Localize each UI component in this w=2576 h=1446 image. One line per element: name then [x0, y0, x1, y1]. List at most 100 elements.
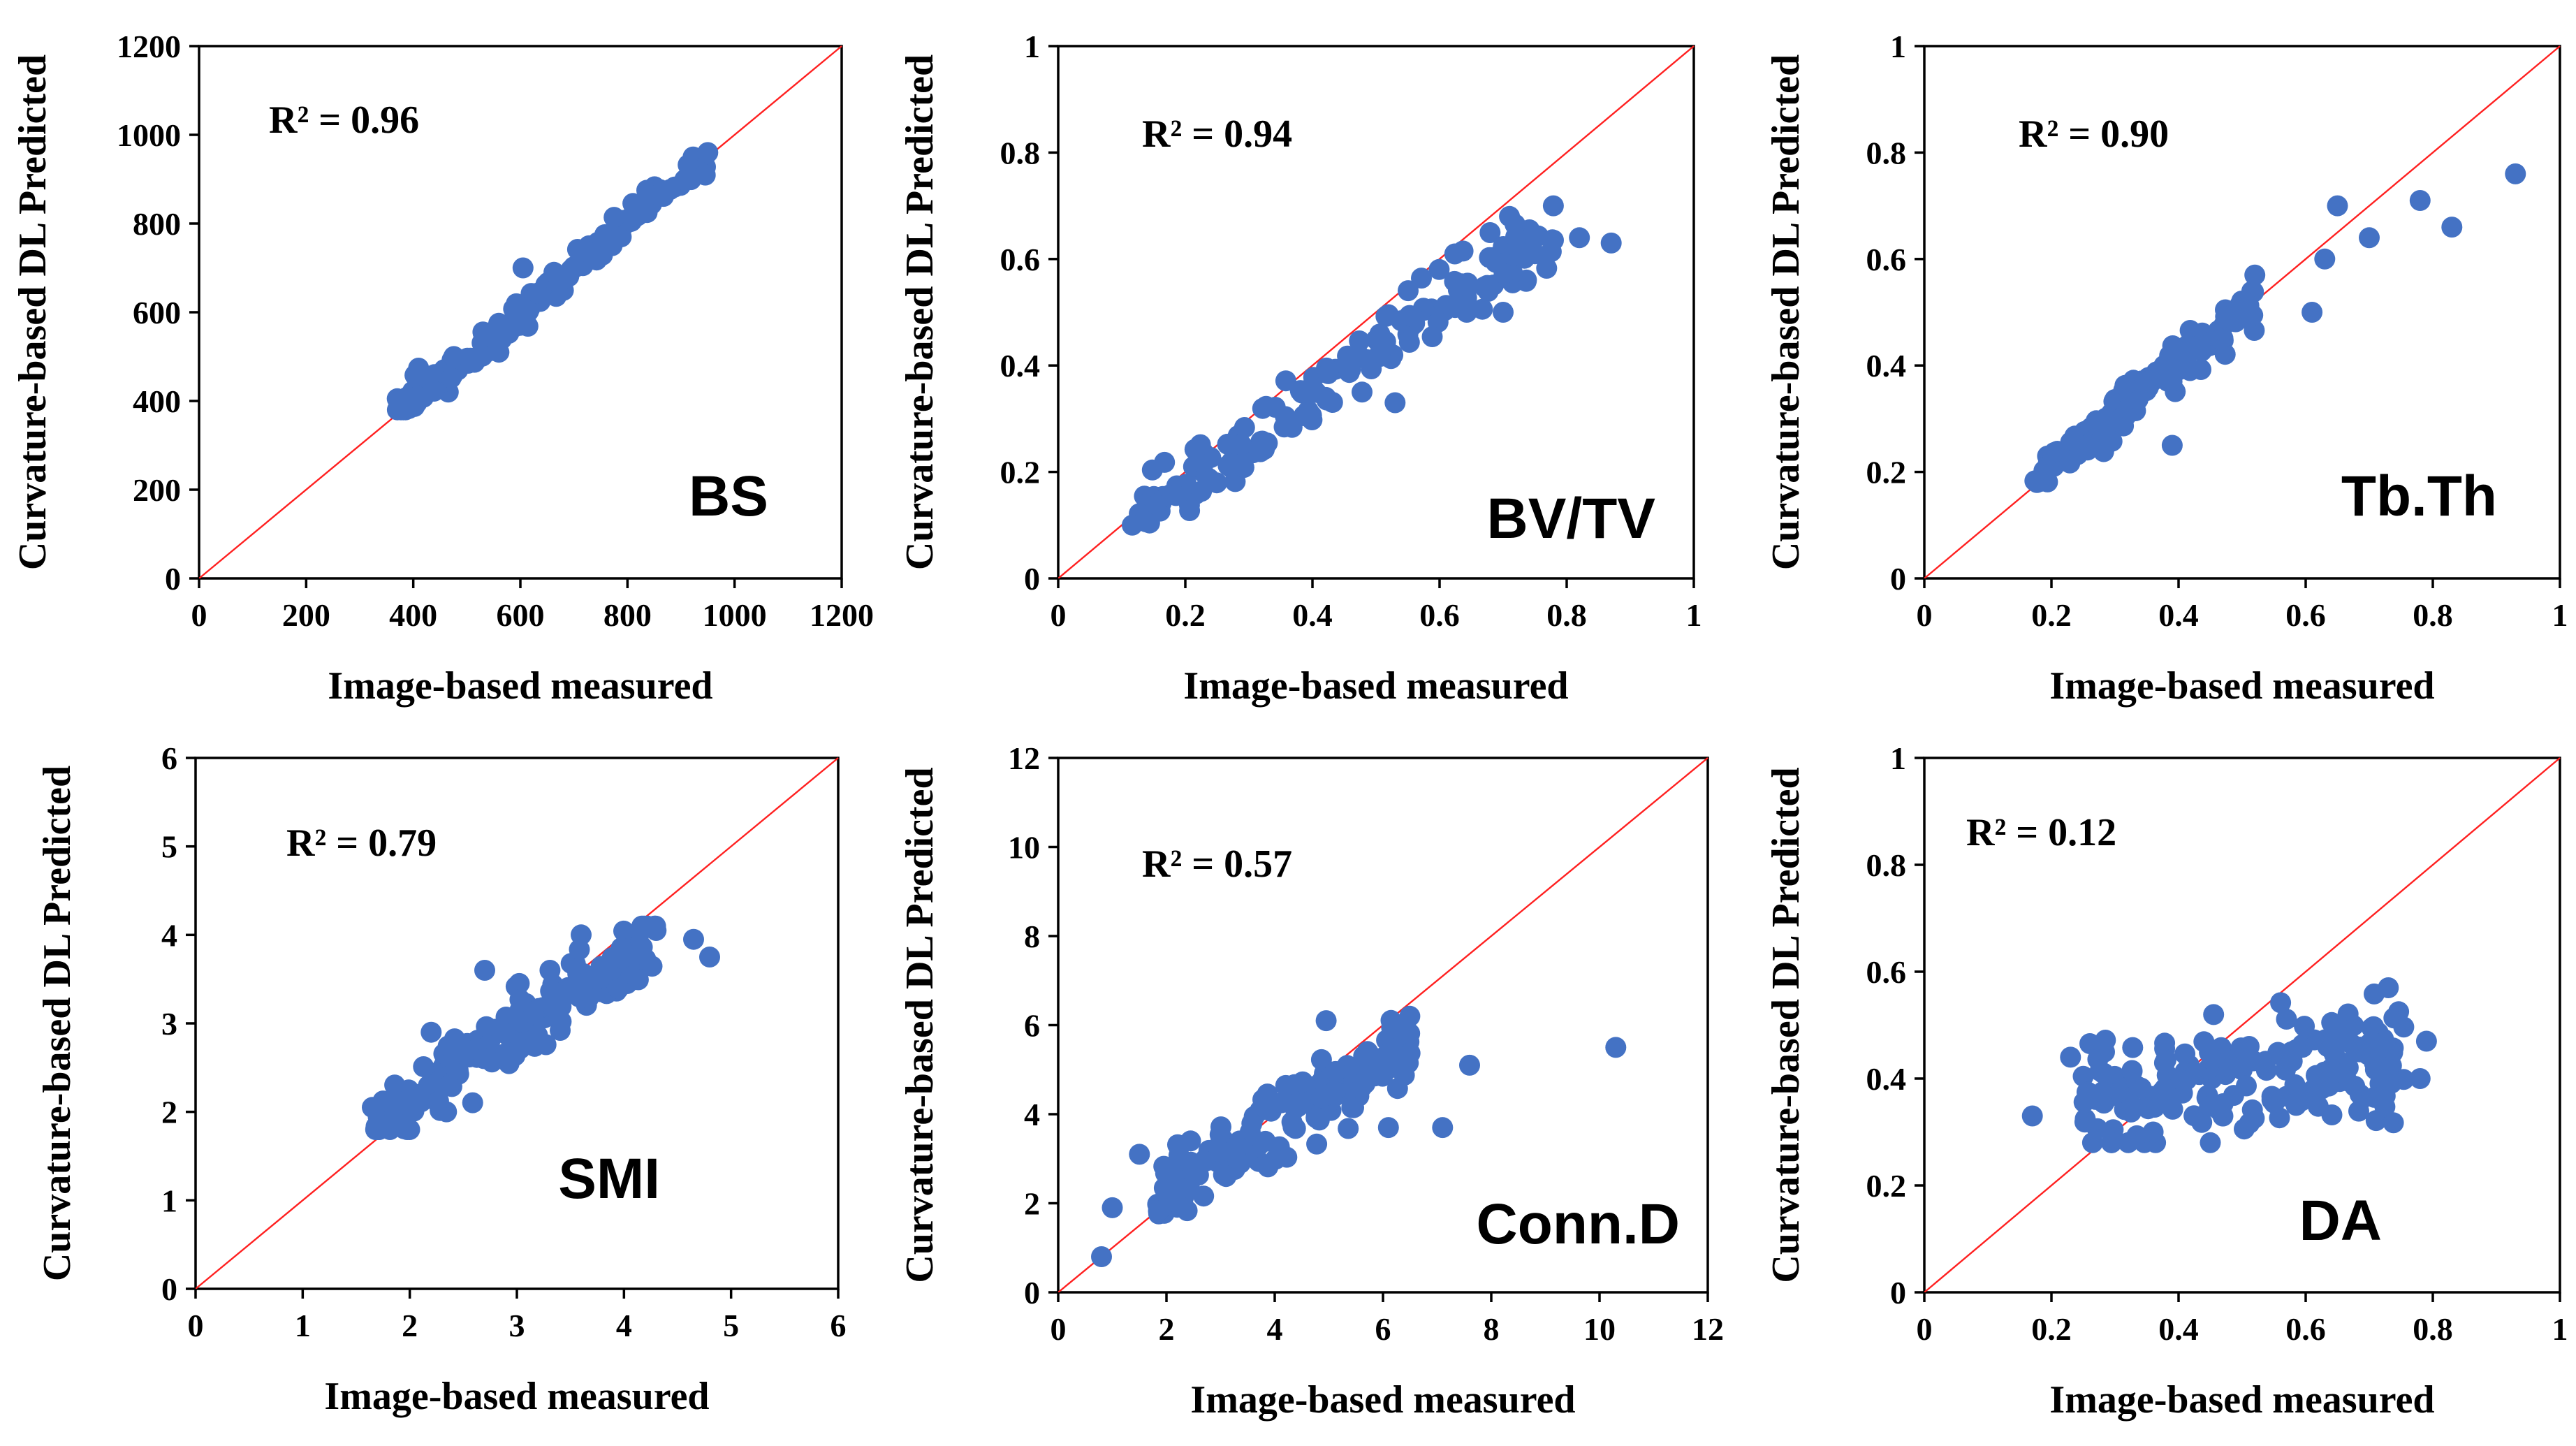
bvtv-data-point: [1315, 386, 1337, 408]
connd-data-point: [1389, 1018, 1410, 1040]
connd-data-point: [1292, 1071, 1313, 1093]
da-panel-label: DA: [2299, 1189, 2382, 1253]
bvtv-data-point: [1536, 258, 1558, 279]
bvtv-x-tick-label: 0.8: [1546, 597, 1587, 633]
connd-data-point: [1241, 1113, 1263, 1134]
da-x-tick-label: 0.8: [2413, 1311, 2453, 1347]
smi-y-axis-label: Curvature-based DL Predicted: [36, 766, 79, 1281]
da-data-point: [2154, 1032, 2176, 1054]
smi-data-point: [427, 1090, 449, 1112]
connd-x-tick-label: 0: [1051, 1311, 1067, 1347]
bs-data-point: [509, 314, 531, 336]
connd-x-tick-label: 6: [1375, 1311, 1391, 1347]
bs-data-point: [443, 346, 464, 367]
bvtv-data-point: [1375, 305, 1397, 327]
smi-data-point: [420, 1021, 442, 1043]
da-data-point: [2348, 1100, 2369, 1122]
smi-data-point: [627, 943, 648, 965]
da-data-point: [2361, 1017, 2383, 1039]
da-data-point: [2380, 1055, 2402, 1076]
tbth-x-tick-label: 0: [1917, 597, 1933, 633]
smi-x-tick-label: 0: [188, 1308, 204, 1343]
bvtv-data-point: [1369, 342, 1391, 363]
tbth-x-axis-label: Image-based measured: [2049, 664, 2434, 708]
connd-x-tick-label: 2: [1159, 1311, 1175, 1347]
bvtv-data-point: [1317, 363, 1339, 384]
smi-data-point: [608, 978, 629, 1000]
da-data-point: [2162, 1098, 2183, 1120]
smi-data-point: [365, 1116, 387, 1137]
tbth-x-tick-label: 0.8: [2413, 597, 2453, 633]
smi-data-point: [474, 960, 495, 981]
bvtv-data-point: [1499, 205, 1521, 227]
bs-x-axis-label: Image-based measured: [328, 664, 712, 708]
bvtv-data-point: [1428, 258, 1450, 280]
da-data-point: [2202, 1049, 2223, 1070]
smi-y-tick-label: 4: [161, 917, 177, 953]
connd-data-point: [1254, 1130, 1276, 1152]
connd-data-point: [1369, 1061, 1391, 1083]
connd-data-point: [1252, 1089, 1273, 1111]
bvtv-y-tick-label: 0.4: [1000, 348, 1041, 384]
tbth-panel-label: Tb.Th: [2341, 465, 2497, 528]
connd-x-tick-label: 10: [1583, 1311, 1616, 1347]
tbth-x-tick-label: 1: [2552, 597, 2568, 633]
tbth-data-point: [2230, 306, 2252, 328]
bs-y-axis-label: Curvature-based DL Predicted: [11, 54, 54, 570]
connd-data-point: [1213, 1164, 1234, 1185]
connd-data-point: [1315, 1010, 1337, 1032]
connd-data-point: [1341, 1097, 1363, 1118]
bvtv-data-point: [1273, 416, 1295, 438]
da-data-point: [2311, 1079, 2332, 1100]
smi-data-point: [473, 1048, 495, 1069]
da-data-point: [2255, 1060, 2277, 1081]
smi-x-tick-label: 1: [295, 1308, 311, 1343]
da-data-point: [2153, 1052, 2175, 1074]
bvtv-data-point: [1444, 270, 1465, 292]
bvtv-y-tick-label: 0.2: [1000, 455, 1041, 490]
da-data-point: [2373, 1032, 2394, 1053]
smi-y-tick-label: 6: [161, 740, 177, 776]
smi-data-point: [571, 924, 592, 946]
da-data-point: [2142, 1121, 2164, 1143]
connd-x-axis-label: Image-based measured: [1190, 1378, 1575, 1422]
tbth-data-point: [2301, 302, 2323, 323]
smi-data-point: [509, 1038, 531, 1060]
tbth-data-point: [2327, 195, 2348, 217]
bs-x-tick-label: 1200: [810, 597, 874, 633]
connd-y-tick-label: 10: [1008, 830, 1040, 866]
bvtv-data-point: [1444, 297, 1466, 319]
bvtv-data-point: [1217, 433, 1238, 455]
smi-data-point: [535, 1034, 557, 1056]
bvtv-data-point: [1569, 227, 1590, 249]
connd-data-point: [1377, 1117, 1399, 1139]
da-data-point: [2203, 1004, 2225, 1025]
bvtv-data-point: [1402, 306, 1424, 328]
bs-y-tick-label: 1200: [117, 29, 181, 64]
bs-x-tick-label: 0: [191, 597, 207, 633]
connd-data-point: [1432, 1117, 1454, 1139]
smi-data-point: [523, 1003, 545, 1025]
bvtv-data-point: [1477, 281, 1499, 302]
bvtv-y-tick-label: 0.8: [1000, 135, 1041, 170]
bvtv-r-squared-label: R² = 0.94: [1142, 112, 1292, 156]
da-data-point: [2219, 1058, 2241, 1079]
da-data-point: [2117, 1132, 2139, 1153]
smi-data-point: [389, 1094, 411, 1116]
tbth-y-tick-label: 1: [1890, 29, 1906, 64]
da-data-point: [2371, 1086, 2392, 1107]
da-data-point: [2307, 1095, 2329, 1117]
tbth-data-point: [2024, 470, 2046, 492]
connd-data-point: [1305, 1107, 1327, 1128]
da-r-squared-label: R² = 0.12: [1966, 811, 2116, 854]
bs-x-tick-label: 600: [497, 597, 545, 633]
tbth-data-point: [2210, 328, 2232, 350]
tbth-data-point: [2215, 306, 2237, 328]
bs-data-point: [543, 261, 565, 283]
bvtv-data-point: [1190, 434, 1211, 455]
bs-data-point: [386, 388, 408, 409]
smi-data-point: [509, 988, 531, 1010]
da-data-point: [2383, 1007, 2405, 1029]
bvtv-x-axis-label: Image-based measured: [1183, 664, 1568, 708]
